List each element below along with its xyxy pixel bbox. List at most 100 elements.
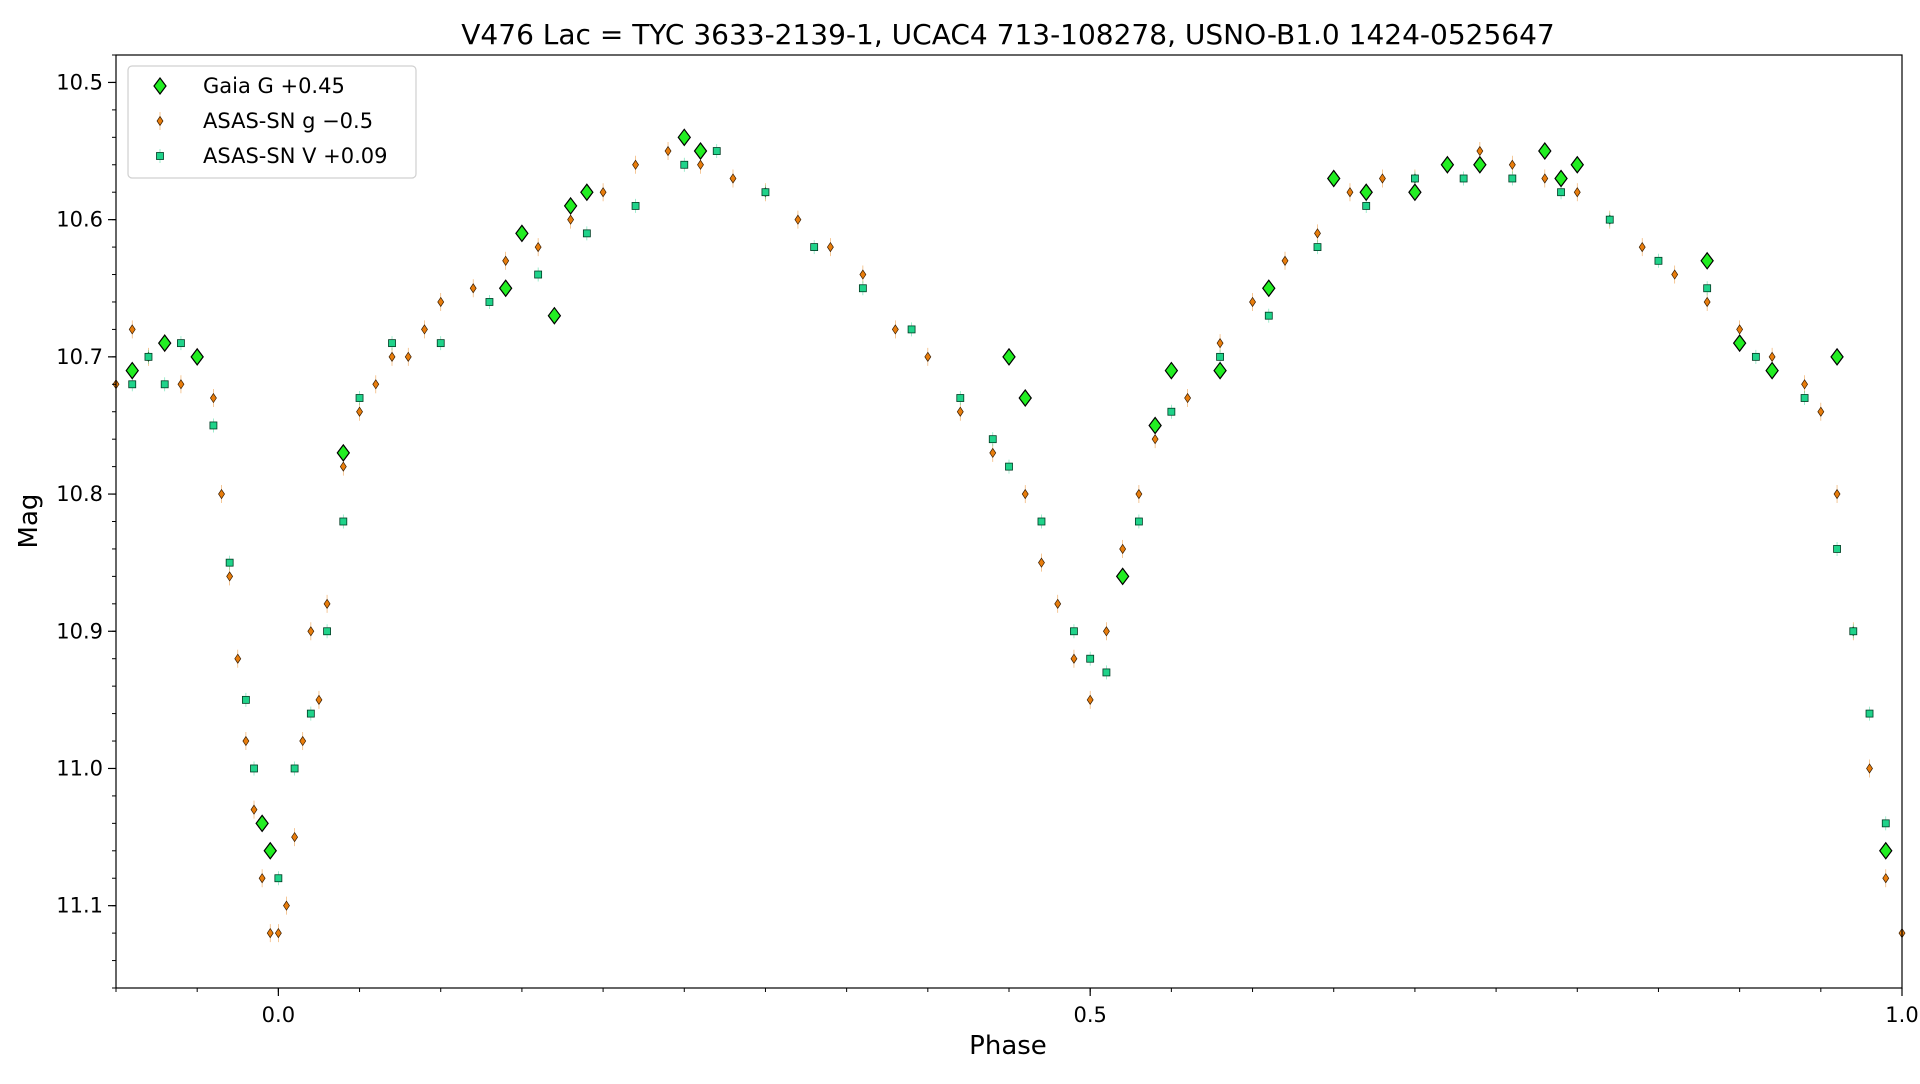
data-point bbox=[534, 270, 543, 279]
data-point bbox=[1314, 228, 1321, 239]
data-point bbox=[1021, 488, 1029, 500]
data-point bbox=[1148, 416, 1162, 435]
data-point bbox=[1881, 819, 1890, 828]
data-point bbox=[1882, 873, 1890, 884]
data-point bbox=[323, 627, 331, 636]
data-point bbox=[1833, 488, 1841, 500]
data-point bbox=[177, 339, 185, 348]
y-tick-label: 10.6 bbox=[56, 208, 103, 232]
data-point bbox=[1134, 517, 1143, 526]
plot-frame bbox=[115, 54, 1903, 989]
data-point bbox=[1751, 352, 1760, 361]
data-point bbox=[1313, 243, 1322, 251]
data-point bbox=[485, 298, 494, 306]
data-point bbox=[1473, 155, 1487, 174]
data-point bbox=[1379, 173, 1386, 184]
data-point bbox=[680, 160, 689, 169]
data-point bbox=[1167, 407, 1176, 416]
data-point bbox=[1833, 545, 1841, 553]
data-point bbox=[469, 283, 477, 294]
data-point bbox=[1086, 694, 1094, 705]
data-point bbox=[1408, 183, 1422, 202]
y-tick-label: 11.1 bbox=[56, 894, 103, 918]
data-point bbox=[502, 255, 510, 266]
data-point bbox=[956, 406, 964, 417]
data-point bbox=[1703, 284, 1712, 293]
data-point bbox=[218, 488, 225, 500]
data-point bbox=[1800, 394, 1809, 402]
data-point bbox=[631, 202, 640, 210]
data-point bbox=[1164, 361, 1179, 380]
legend-label: Gaia G +0.45 bbox=[203, 74, 345, 98]
legend-marker bbox=[153, 77, 167, 95]
data-point bbox=[1213, 361, 1227, 380]
data-point bbox=[1476, 145, 1484, 157]
data-point bbox=[1638, 241, 1646, 253]
data-point bbox=[580, 183, 594, 202]
legend-box bbox=[127, 65, 417, 179]
data-point bbox=[1018, 389, 1032, 408]
data-point bbox=[989, 447, 997, 459]
data-point bbox=[664, 145, 672, 157]
legend-marker bbox=[156, 152, 164, 160]
data-point bbox=[1573, 187, 1581, 198]
data-point bbox=[1866, 763, 1873, 774]
data-point bbox=[336, 443, 351, 462]
data-point bbox=[1411, 174, 1419, 183]
data-point bbox=[315, 694, 323, 705]
legend-label: ASAS-SN g −0.5 bbox=[203, 109, 373, 133]
data-point bbox=[1249, 296, 1256, 308]
data-point bbox=[1765, 361, 1779, 380]
data-point bbox=[1508, 159, 1516, 170]
x-axis-label: Phase bbox=[969, 1031, 1047, 1061]
data-point bbox=[125, 361, 139, 380]
data-point bbox=[226, 571, 234, 582]
data-point bbox=[144, 352, 153, 361]
series-2 bbox=[112, 142, 1906, 943]
data-point bbox=[547, 306, 562, 325]
data-point bbox=[599, 187, 607, 198]
data-point bbox=[1732, 334, 1747, 353]
data-point bbox=[1700, 251, 1714, 270]
data-point bbox=[209, 392, 217, 404]
data-point bbox=[128, 380, 137, 389]
data-point bbox=[274, 927, 282, 939]
data-point bbox=[693, 142, 708, 161]
data-point bbox=[225, 558, 234, 567]
data-point bbox=[1557, 188, 1565, 197]
data-point bbox=[1671, 269, 1679, 280]
data-point bbox=[677, 128, 692, 147]
data-point bbox=[1736, 324, 1744, 335]
data-point bbox=[1605, 215, 1614, 224]
data-point bbox=[307, 626, 315, 637]
data-point bbox=[1135, 488, 1143, 500]
data-point bbox=[404, 351, 412, 362]
data-point bbox=[1037, 517, 1046, 526]
data-point bbox=[1538, 142, 1552, 161]
data-point bbox=[339, 517, 348, 526]
data-layer bbox=[112, 128, 1906, 943]
data-point bbox=[242, 735, 250, 747]
data-point bbox=[372, 379, 380, 390]
data-point bbox=[1849, 627, 1858, 636]
data-point bbox=[826, 241, 834, 253]
x-tick-label: 0.5 bbox=[1073, 1003, 1106, 1027]
x-tick-label: 1.0 bbox=[1885, 1003, 1918, 1027]
data-point bbox=[255, 814, 269, 833]
data-point bbox=[1459, 174, 1468, 183]
data-point bbox=[1554, 169, 1568, 188]
y-axis: 10.5 10.6 10.7 10.8 10.9 11.0 11.1 bbox=[56, 54, 116, 989]
data-point bbox=[190, 347, 204, 366]
data-point bbox=[1508, 174, 1517, 183]
x-axis: 0.0 0.5 1.0 bbox=[115, 988, 1919, 1027]
data-point bbox=[258, 873, 266, 884]
data-point bbox=[1038, 557, 1045, 568]
data-point bbox=[515, 224, 529, 243]
data-point bbox=[810, 243, 819, 251]
data-point bbox=[290, 764, 299, 773]
legend-label: ASAS-SN V +0.09 bbox=[203, 144, 387, 168]
data-point bbox=[1346, 187, 1354, 198]
data-point bbox=[250, 804, 258, 815]
data-point bbox=[1216, 352, 1224, 361]
data-point bbox=[1703, 296, 1711, 308]
